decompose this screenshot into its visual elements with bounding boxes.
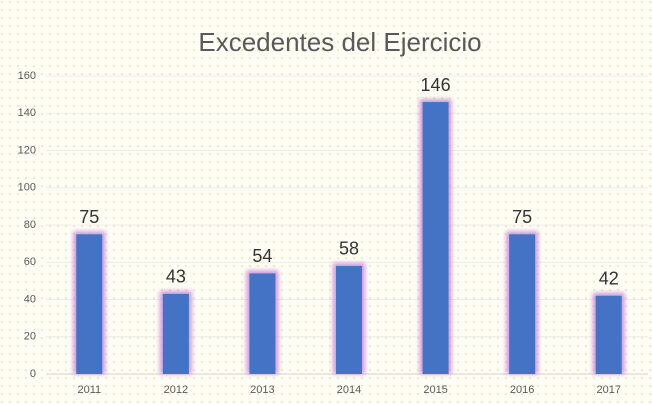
chart-title: Excedentes del Ejercicio — [198, 27, 481, 57]
data-label: 146 — [421, 75, 451, 95]
bar — [336, 265, 362, 374]
data-label: 42 — [599, 269, 619, 289]
x-tick-label: 2013 — [250, 384, 274, 396]
y-tick-label: 140 — [18, 107, 36, 119]
data-label: 43 — [166, 267, 186, 287]
bar — [595, 295, 622, 374]
y-tick-label: 0 — [30, 368, 36, 380]
data-label: 54 — [252, 246, 272, 266]
x-tick-label: 2011 — [77, 384, 101, 396]
x-tick-label: 2015 — [423, 384, 447, 396]
x-tick-label: 2012 — [164, 384, 188, 396]
bar — [509, 234, 536, 374]
bar — [422, 102, 449, 374]
y-tick-label: 60 — [24, 256, 36, 268]
y-tick-label: 20 — [24, 331, 36, 343]
y-tick-label: 40 — [24, 293, 36, 305]
data-label: 75 — [79, 207, 99, 227]
y-tick-label: 160 — [18, 70, 36, 82]
data-label: 75 — [512, 207, 532, 227]
data-label: 58 — [339, 239, 359, 259]
x-tick-label: 2016 — [510, 384, 534, 396]
y-tick-label: 120 — [18, 144, 36, 156]
bar — [249, 273, 276, 374]
bar — [76, 234, 103, 374]
x-tick-label: 2014 — [337, 384, 361, 396]
x-tick-label: 2017 — [596, 384, 620, 396]
bar — [162, 293, 189, 374]
y-tick-label: 100 — [18, 182, 36, 194]
y-tick-label: 80 — [24, 219, 36, 231]
